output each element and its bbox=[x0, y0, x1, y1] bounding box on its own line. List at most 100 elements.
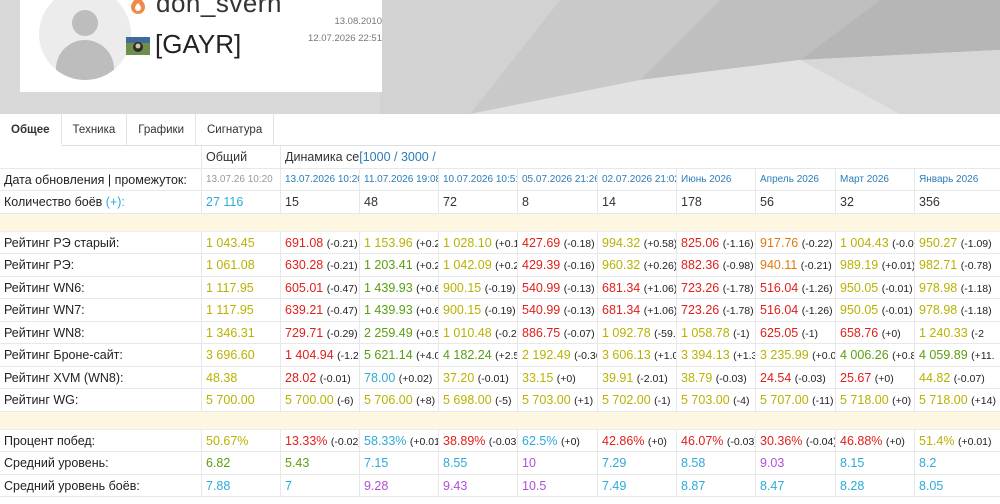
value-cell: 989.19 (+0.01) bbox=[835, 254, 914, 276]
cell-value: 44.82 bbox=[919, 370, 951, 385]
cell-delta: (-0.18) bbox=[563, 237, 595, 250]
date-cell[interactable]: Апрель 2026 bbox=[755, 168, 835, 190]
row-label: Количество боёв (+): bbox=[0, 191, 201, 213]
value-cell: 30.36% (-0.04) bbox=[755, 429, 835, 451]
cell-delta: (-5) bbox=[495, 395, 512, 407]
value-cell: 14 bbox=[597, 191, 676, 213]
cell-delta: (+1.06) bbox=[643, 305, 676, 317]
value-cell: 900.15 (-0.19) bbox=[438, 299, 517, 321]
value-cell: 982.71 (-0.78) bbox=[914, 254, 1000, 276]
tab-charts[interactable]: Графики bbox=[127, 114, 196, 146]
date-cell[interactable]: Март 2026 bbox=[835, 168, 914, 190]
cell-value: 989.19 bbox=[840, 258, 879, 272]
cell-value: 50.67% bbox=[206, 433, 249, 448]
cell-value: 605.01 bbox=[285, 280, 324, 295]
cell-delta: (-6) bbox=[337, 395, 354, 407]
cell-value: 32 bbox=[840, 195, 854, 209]
row-label-text: Дата обновления | промежуток: bbox=[4, 172, 187, 187]
cell-delta: (+1.06) bbox=[643, 282, 676, 295]
table-row: Количество боёв (+): 27 116 15 48 72 8 14 178 56… bbox=[0, 191, 1000, 214]
cell-value: 9.43 bbox=[443, 478, 468, 493]
cell-delta: (-0.16) bbox=[563, 260, 595, 272]
add-battles-link[interactable]: (+): bbox=[105, 195, 125, 209]
value-cell: 42.86% (+0) bbox=[597, 429, 676, 451]
tab-vehicles[interactable]: Техника bbox=[62, 114, 128, 146]
value-cell: 4 182.24 (+2.5 bbox=[438, 344, 517, 366]
value-cell: 5 707.00 (-11) bbox=[755, 389, 835, 411]
cell-delta: (+11. bbox=[971, 350, 995, 362]
value-cell: 9.28 bbox=[359, 474, 438, 496]
cell-value: 427.69 bbox=[522, 235, 561, 250]
header-empty-cell bbox=[0, 146, 201, 168]
cell-value: 39.91 bbox=[602, 370, 634, 385]
cell-value: 8.58 bbox=[681, 456, 706, 470]
row-label: Рейтинг WN8: bbox=[0, 322, 201, 344]
dynamics-range-link[interactable]: [1000 / 3000 / bbox=[359, 150, 436, 164]
row-label-text: Рейтинг WN7: bbox=[4, 303, 85, 317]
value-cell: 5.43 bbox=[280, 452, 359, 474]
value-cell: 900.15 (-0.19) bbox=[438, 276, 517, 298]
cell-value: 681.34 bbox=[602, 303, 641, 317]
date-cell[interactable]: 11.07.2026 19:08 bbox=[359, 168, 438, 190]
cell-value: 7.15 bbox=[364, 456, 389, 470]
clan-tag[interactable]: [GAYR] bbox=[155, 29, 242, 59]
cell-value: 46.07% bbox=[681, 433, 724, 448]
cell-value: 58.33% bbox=[364, 433, 407, 448]
cell-delta: (-1) bbox=[654, 395, 671, 407]
table-row: Рейтинг WN6: 1 117.95 605.01 (-0.47) 1 439.… bbox=[0, 276, 1000, 299]
tab-signature[interactable]: Сигнатура bbox=[196, 114, 275, 146]
value-cell: 516.04 (-1.26) bbox=[755, 276, 835, 298]
cell-delta: (+0.6 bbox=[416, 282, 438, 295]
value-cell: 1 028.10 (+0.1 bbox=[438, 231, 517, 253]
cell-delta: (-0.04) bbox=[805, 435, 835, 448]
value-cell: 7.88 bbox=[201, 474, 280, 496]
date-cell[interactable]: Июнь 2026 bbox=[676, 168, 755, 190]
last-battle-date: 12.07.2026 22:51 bbox=[308, 33, 382, 44]
cell-value: 78.00 bbox=[364, 370, 396, 385]
date-cell[interactable]: 10.07.2026 10:51 bbox=[438, 168, 517, 190]
value-cell: 1 061.08 bbox=[201, 254, 280, 276]
date-cell[interactable]: Январь 2026 bbox=[914, 168, 1000, 190]
value-cell: 605.01 (-0.47) bbox=[280, 276, 359, 298]
cell-value: 900.15 bbox=[443, 280, 482, 295]
date-cell[interactable]: 05.07.2026 21:26 bbox=[517, 168, 597, 190]
cell-delta: (+0) bbox=[892, 395, 912, 407]
cell-value: 5 621.14 bbox=[364, 348, 413, 362]
cell-value: 1 004.43 bbox=[840, 235, 889, 250]
cell-value: 1 404.94 bbox=[285, 348, 334, 362]
cell-value: 882.36 bbox=[681, 258, 720, 272]
cell-delta: (-1.26) bbox=[801, 282, 833, 295]
value-cell: 27 116 bbox=[201, 191, 280, 213]
date-cell[interactable]: 13.07.2026 10:20 bbox=[280, 168, 359, 190]
value-cell: 630.28 (-0.21) bbox=[280, 254, 359, 276]
section-separator bbox=[0, 411, 1000, 430]
cell-delta: (-0.21) bbox=[326, 237, 358, 250]
cell-value: 5 702.00 bbox=[602, 393, 651, 407]
cell-value: 7 bbox=[285, 478, 292, 493]
cell-value: 6.82 bbox=[206, 456, 231, 470]
value-cell: 3 606.13 (+1.08 bbox=[597, 344, 676, 366]
cell-value: 37.20 bbox=[443, 370, 475, 385]
cell-value: 1 058.78 bbox=[681, 325, 730, 340]
value-cell: 1 042.09 (+0.2 bbox=[438, 254, 517, 276]
cell-value: 1 042.09 bbox=[443, 258, 492, 272]
cell-value: 33.15 bbox=[522, 370, 554, 385]
value-cell: 540.99 (-0.13) bbox=[517, 299, 597, 321]
value-cell: 48.38 bbox=[201, 366, 280, 388]
value-cell: 1 439.93 (+0.6 bbox=[359, 276, 438, 298]
date-cell[interactable]: 02.07.2026 21:02 bbox=[597, 168, 676, 190]
cell-delta: (-0.01) bbox=[881, 282, 913, 295]
cell-value: 940.11 bbox=[760, 258, 798, 272]
row-label-text: Рейтинг WN8: bbox=[4, 325, 85, 340]
row-label: Рейтинг Броне-сайт: bbox=[0, 344, 201, 366]
table-row: Средний уровень: 6.82 5.43 7.15 8.55 10 7.29 8.… bbox=[0, 452, 1000, 475]
section-separator bbox=[0, 213, 1000, 232]
row-label: Рейтинг XVM (WN8): bbox=[0, 367, 201, 389]
value-cell: 5 706.00 (+8) bbox=[359, 389, 438, 411]
cell-delta: (-1) bbox=[801, 327, 819, 340]
tab-general[interactable]: Общее bbox=[0, 114, 62, 146]
value-cell: 56 bbox=[755, 191, 835, 213]
value-cell: 7.49 bbox=[597, 474, 676, 496]
cell-delta: (-0.03) bbox=[715, 372, 747, 385]
cell-delta: (-0.21) bbox=[326, 260, 358, 272]
